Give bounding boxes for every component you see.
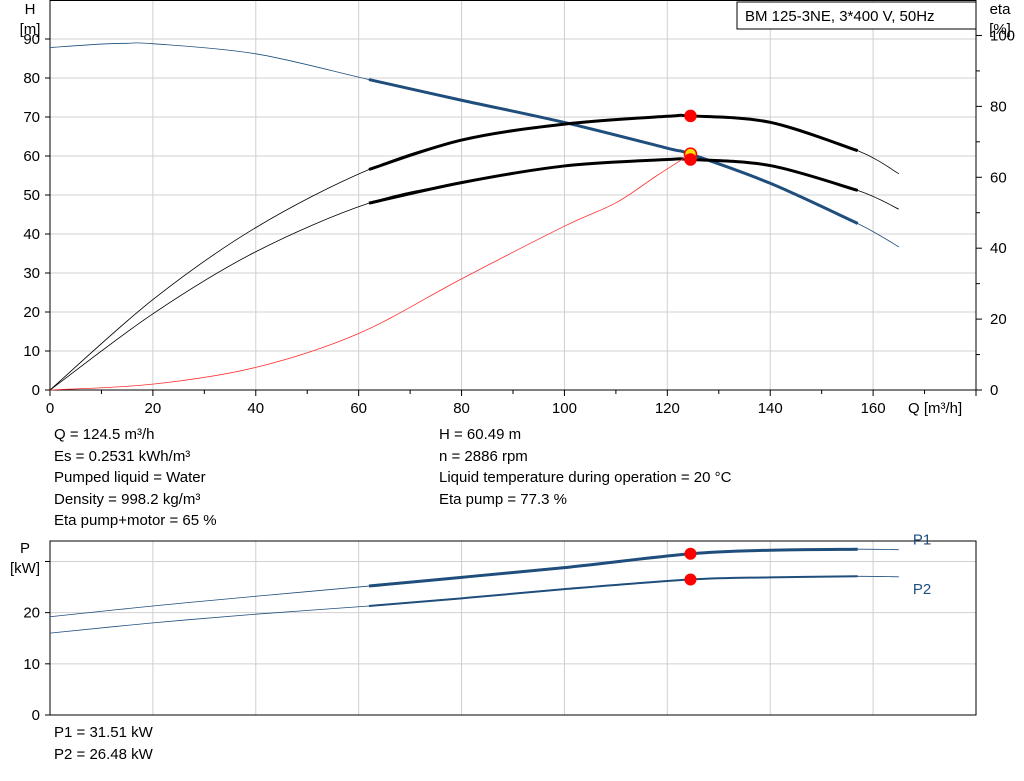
- density-text: Density = 998.2 kg/m³: [54, 490, 201, 508]
- y-tick-label: 20: [23, 304, 40, 321]
- y2-axis-label: eta: [990, 1, 1012, 18]
- x-tick-label: 120: [655, 400, 680, 417]
- eta-pump-motor-curve-thin: [49, 158, 899, 391]
- head-text: H = 60.49 m: [439, 426, 522, 443]
- speed-text: n = 2886 rpm: [439, 447, 528, 465]
- power-y-axis-unit: [kW]: [10, 560, 40, 577]
- power-y-tick-label: 20: [23, 605, 40, 622]
- power-curve-p2: [368, 575, 858, 607]
- x-tick-label: 0: [46, 400, 54, 417]
- x-axis-label: Q [m³/h]: [908, 400, 962, 417]
- y-tick-label: 90: [23, 31, 40, 48]
- pumped-liquid-text: Pumped liquid = Water: [54, 469, 206, 486]
- eta-pump-motor-curve-operating-range: [368, 157, 859, 205]
- y-tick-label: 80: [23, 70, 40, 87]
- x-tick-label: 20: [145, 400, 162, 417]
- eta-pump-text: Eta pump = 77.3 %: [439, 490, 567, 508]
- eta-pump-curve-operating-range: [368, 113, 859, 171]
- operating-point-info-left: Q = 124.5 m³/h Es = 0.2531 kWh/m³ Pumped…: [54, 424, 217, 532]
- y-tick-label: 0: [32, 382, 40, 399]
- head-curve-thin: [49, 42, 900, 248]
- power-curve-p1: [368, 547, 858, 588]
- y2-tick-label: 80: [990, 98, 1007, 115]
- y-tick-label: 60: [23, 148, 40, 165]
- title-box: [736, 1, 977, 30]
- x-tick-label: 140: [758, 400, 783, 417]
- power-info: P1 = 31.51 kW P2 = 26.48 kW: [54, 722, 153, 765]
- y-tick-label: 70: [23, 109, 40, 126]
- efficiency-point-marker: [684, 109, 697, 123]
- y2-tick-label: 40: [990, 240, 1007, 257]
- power-plot-frame: [49, 540, 977, 716]
- y-tick-label: 40: [23, 226, 40, 243]
- y2-tick-label: 100: [990, 27, 1015, 44]
- x-tick-label: 100: [552, 400, 577, 417]
- operating-point-info-right: H = 60.49 m n = 2886 rpm Liquid temperat…: [439, 424, 731, 510]
- y2-axis-unit: [%]: [989, 21, 1011, 38]
- y-axis-unit: [m]: [20, 21, 41, 38]
- liquid-temperature-text: Liquid temperature during operation = 20…: [439, 469, 732, 486]
- eta-pump-motor-text: Eta pump+motor = 65 %: [54, 512, 217, 529]
- x-tick-label: 40: [247, 400, 264, 417]
- y-axis-label: H: [25, 1, 36, 18]
- specific-energy-text: Es = 0.2531 kWh/m³: [54, 447, 191, 465]
- y2-tick-label: 60: [990, 169, 1007, 186]
- y-tick-label: 10: [23, 343, 40, 360]
- power-point-marker: [684, 547, 697, 560]
- y2-tick-label: 0: [990, 382, 998, 399]
- efficiency-point-marker: [684, 153, 697, 166]
- flow-rate-text: Q = 124.5 m³/h: [54, 426, 155, 443]
- power-y-tick-label: 10: [23, 656, 40, 673]
- head-curve-operating-range: [368, 78, 859, 225]
- x-tick-label: 80: [453, 400, 470, 417]
- power-curve-p2-thin: [49, 575, 899, 634]
- power-legend-p2: P2: [913, 581, 931, 598]
- power-point-marker: [684, 573, 697, 586]
- y-tick-label: 50: [23, 187, 40, 204]
- power-y-axis-label: P: [20, 540, 30, 557]
- power-curve-p1-thin: [49, 548, 899, 618]
- p2-value-text: P2 = 26.48 kW: [54, 745, 153, 763]
- x-tick-label: 160: [861, 400, 886, 417]
- y2-tick-label: 20: [990, 311, 1007, 328]
- chart-title: BM 125-3NE, 3*400 V, 50Hz: [745, 8, 935, 25]
- power-legend-p1: P1: [913, 532, 931, 549]
- x-tick-label: 60: [350, 400, 367, 417]
- system-curve-thin: [49, 153, 691, 391]
- power-y-tick-label: 0: [32, 707, 40, 724]
- p1-value-text: P1 = 31.51 kW: [54, 724, 153, 741]
- y-tick-label: 30: [23, 265, 40, 282]
